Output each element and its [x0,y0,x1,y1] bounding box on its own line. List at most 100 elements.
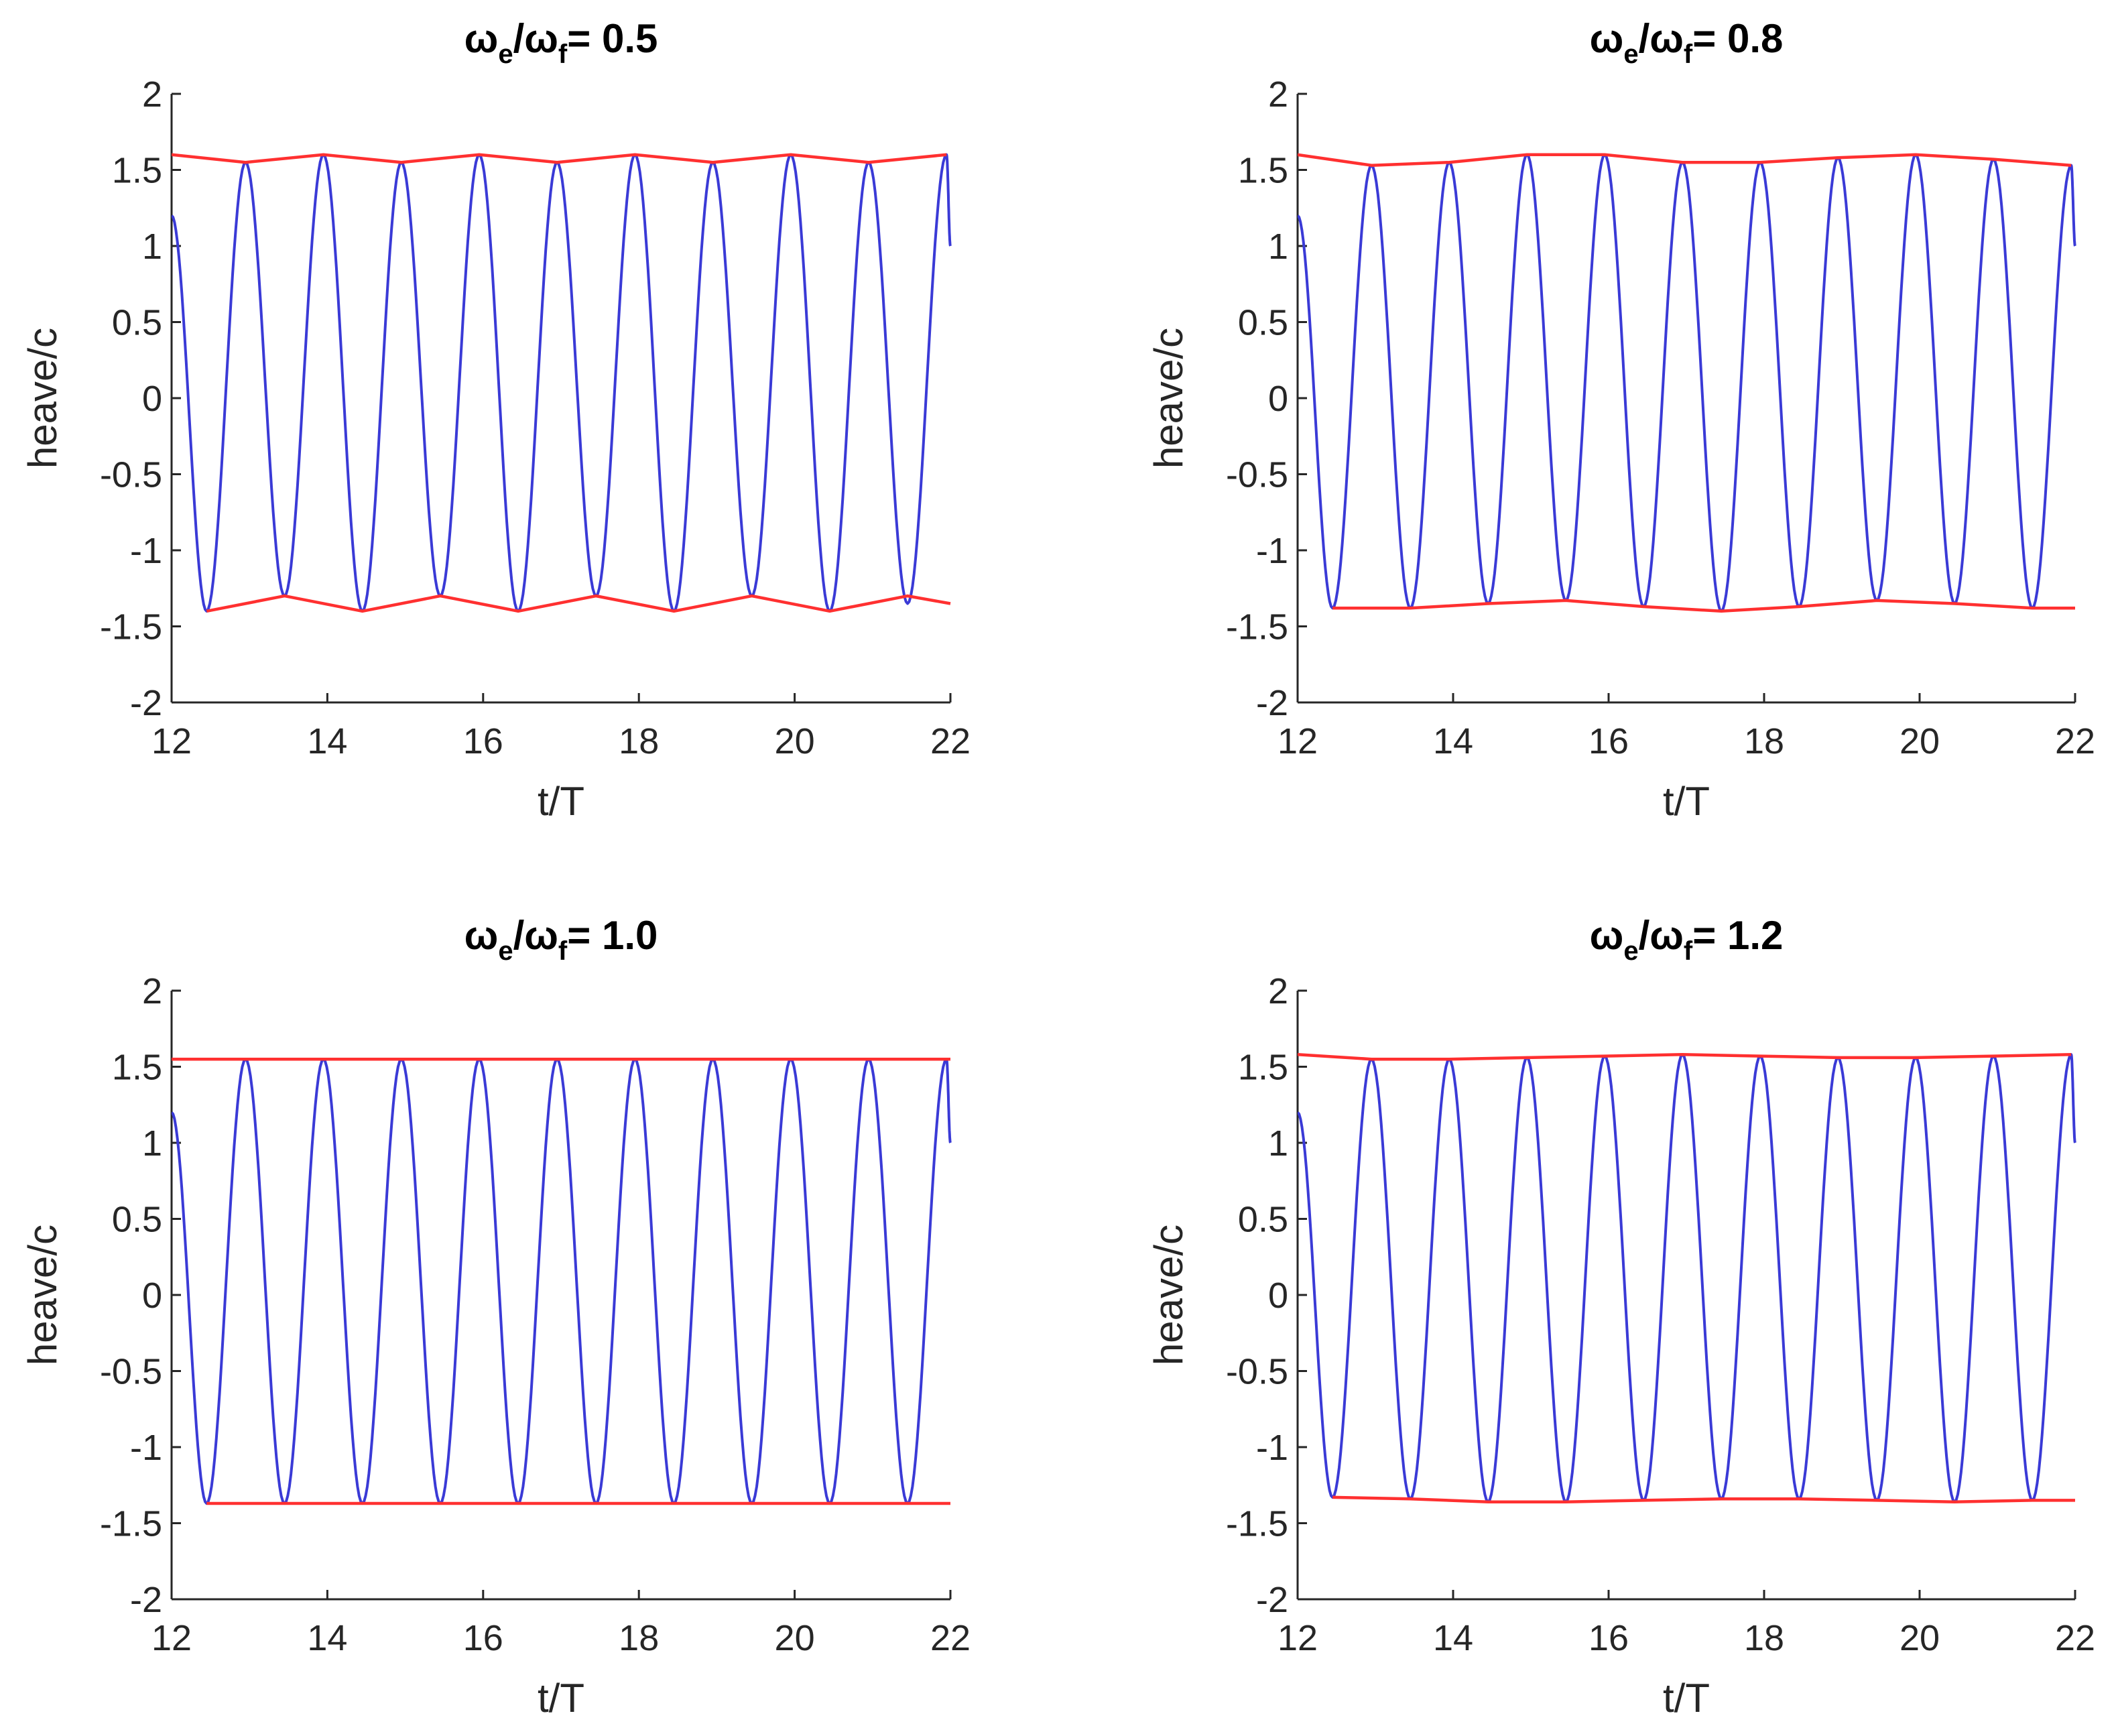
y-tick-label: -2 [130,683,162,723]
x-tick-label: 20 [1899,721,1940,761]
title-part-sub2: f [1684,40,1693,69]
chart-title: ωe/ωf= 0.8 [1590,16,1784,69]
x-tick-label: 16 [463,721,503,761]
x-tick-label: 12 [151,1618,192,1658]
x-tick-label: 22 [2055,1618,2095,1658]
title-part-sep: /ω [1639,16,1684,61]
y-axis-label: heave/c [1146,1225,1191,1365]
x-tick-label: 12 [1278,721,1318,761]
y-tick-label: 1 [1268,227,1288,267]
chart-title: ωe/ωf= 0.5 [464,16,658,69]
heave-series-line [172,1058,952,1505]
y-tick-label: 0.5 [112,1200,162,1240]
y-tick-label: 0.5 [1238,1200,1288,1240]
upper-envelope-line [1298,153,2072,167]
y-tick-label: -1 [130,1428,162,1468]
title-part-sep: /ω [513,16,558,61]
title-part-sub2: f [1684,936,1693,966]
lower-envelope-line [1332,1495,2075,1503]
title-part-sub2: f [558,40,568,69]
x-axis-label: t/T [538,779,584,824]
y-tick-label: 2 [1268,971,1288,1011]
x-tick-label: 18 [619,721,659,761]
title-part-sub1: e [1623,936,1638,966]
x-tick-label: 18 [619,1618,659,1658]
x-tick-label: 22 [930,1618,971,1658]
y-tick-label: 1.5 [1238,1048,1288,1088]
title-part-sub1: e [498,40,513,69]
chart-title: ωe/ωf= 1.2 [1590,913,1784,966]
title-part-rest: = 0.8 [1692,16,1783,61]
y-tick-label: -0.5 [1226,1352,1288,1392]
y-tick-label: -2 [1256,683,1288,723]
title-part-sep: /ω [513,913,558,958]
y-tick-label: 0.5 [1238,303,1288,343]
y-tick-label: 0 [1268,1276,1288,1316]
x-tick-label: 18 [1744,1618,1784,1658]
y-tick-label: 1.5 [112,151,162,191]
y-tick-label: -2 [1256,1580,1288,1620]
y-tick-label: -0.5 [100,455,162,495]
title-part-rest: = 1.2 [1692,913,1783,958]
y-tick-label: -1.5 [1226,1504,1288,1544]
x-tick-label: 20 [1899,1618,1940,1658]
x-tick-label: 12 [1278,1618,1318,1658]
y-tick-label: 2 [1268,74,1288,115]
title-part-rest: = 1.0 [567,913,658,958]
x-tick-label: 22 [930,721,971,761]
y-tick-label: -1 [130,531,162,571]
y-tick-label: -1.5 [100,607,162,647]
x-tick-label: 14 [307,1618,347,1658]
x-tick-label: 16 [1588,1618,1629,1658]
y-tick-label: -0.5 [1226,455,1288,495]
title-part-w1: ω [1590,16,1624,61]
subplot-4: 2 1.5 1 0.5 0 -0.5 -1 -1.5 -212 14 16 18 20 22 t/T heav… [1146,913,2095,1721]
x-tick-label: 20 [775,721,815,761]
upper-envelope-line [1298,1053,2072,1061]
title-part-w1: ω [1590,913,1624,958]
y-tick-label: -1.5 [1226,607,1288,647]
title-part-w1: ω [464,16,499,61]
y-tick-label: 0 [142,379,162,419]
y-axis-label: heave/c [20,328,65,469]
x-axis-label: t/T [1663,1676,1710,1721]
title-part-sep: /ω [1639,913,1684,958]
title-part-w1: ω [464,913,499,958]
upper-envelope-line [172,153,947,164]
title-part-sub2: f [558,936,568,966]
x-tick-label: 14 [1433,721,1473,761]
chart-title: ωe/ωf= 1.0 [464,913,658,966]
subplot-3: 2 1.5 1 0.5 0 -0.5 -1 -1.5 -212 14 16 18 20 22 t/T heav… [20,913,971,1721]
x-tick-label: 18 [1744,721,1784,761]
y-tick-label: 2 [142,971,162,1011]
y-axis-label: heave/c [20,1225,65,1365]
x-tick-label: 14 [307,721,347,761]
y-tick-label: 1.5 [112,1048,162,1088]
x-tick-label: 16 [463,1618,503,1658]
title-part-sub1: e [498,936,513,966]
y-tick-label: 1.5 [1238,151,1288,191]
x-axis-label: t/T [538,1676,584,1721]
y-tick-label: 1 [1268,1123,1288,1164]
heave-series-line [172,153,952,613]
y-tick-label: 1 [142,227,162,267]
x-tick-label: 16 [1588,721,1629,761]
heave-series-line [1298,1053,2076,1503]
subplot-1: 2 1.5 1 0.5 0 -0.5 -1 -1.5 -212 14 16 18 20 22 t/T heav… [20,16,971,824]
y-tick-label: 0.5 [112,303,162,343]
x-axis-label: t/T [1663,779,1710,824]
x-tick-label: 14 [1433,1618,1473,1658]
y-tick-label: -1 [1256,1428,1288,1468]
x-tick-label: 22 [2055,721,2095,761]
y-tick-label: 0 [142,1276,162,1316]
x-tick-label: 20 [775,1618,815,1658]
y-tick-label: -0.5 [100,1352,162,1392]
y-tick-label: 0 [1268,379,1288,419]
title-part-rest: = 0.5 [567,16,658,61]
y-axis-label: heave/c [1146,328,1191,469]
lower-envelope-line [206,594,951,613]
y-tick-label: 1 [142,1123,162,1164]
lower-envelope-line [1332,599,2075,613]
x-tick-label: 12 [151,721,192,761]
